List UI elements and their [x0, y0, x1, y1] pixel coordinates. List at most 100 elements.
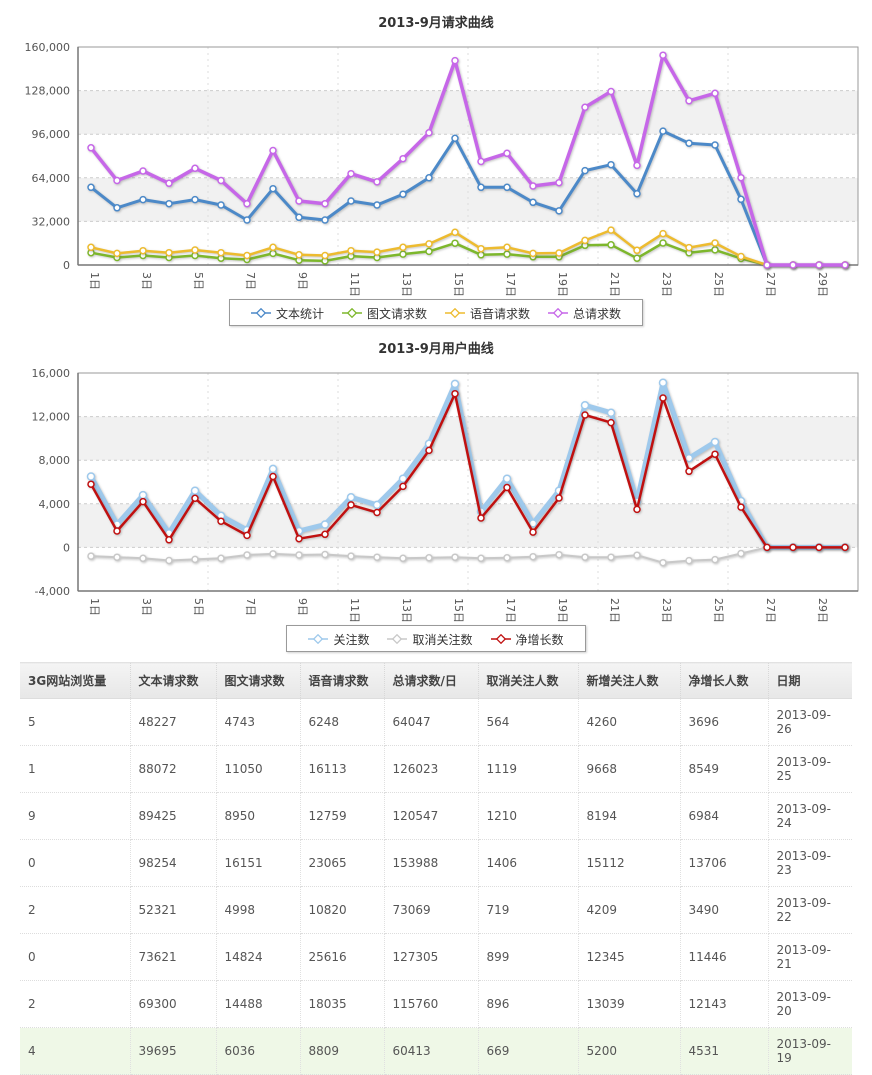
table-row: 0 98254 16151 23065 153988 1406 15112 13706 2013… — [20, 839, 852, 887]
x-axis-tick-label: 27日 — [764, 598, 777, 623]
table-cell: 4531 — [680, 1027, 769, 1075]
table-cell: 12345 — [578, 933, 681, 981]
table-cell: 23065 — [300, 839, 385, 887]
table-cell: 896 — [478, 980, 579, 1028]
table-cell: 6248 — [300, 698, 385, 746]
x-axis-tick-label: 23日 — [660, 272, 673, 297]
table-cell: 3696 — [680, 698, 769, 746]
x-axis-tick-label: 29日 — [816, 272, 829, 297]
legend-marker-icon — [445, 308, 465, 318]
legend-item-净增长数[interactable]: 净增长数 — [490, 631, 564, 648]
table-cell: 16151 — [216, 839, 301, 887]
legend-label: 文本统计 — [275, 306, 324, 321]
table-cell: 127305 — [384, 933, 479, 981]
table-row: 9 89425 8950 12759 120547 1210 8194 6984 2013-09… — [20, 792, 852, 840]
table-cell: 1 — [20, 745, 131, 793]
table-cell: 719 — [478, 886, 579, 934]
table-cell: 11050 — [216, 745, 301, 793]
table-cell: 8950 — [216, 792, 301, 840]
legend-item-语音请求数[interactable]: 语音请求数 — [445, 305, 530, 322]
table-cell: 64047 — [384, 698, 479, 746]
y-axis-tick-label: 4,000 — [39, 498, 71, 511]
x-axis-tick-label: 25日 — [712, 272, 725, 297]
y-axis-tick-label: 32,000 — [32, 215, 71, 228]
table-cell: 2013-09-19 — [768, 1027, 852, 1075]
table-cell: 6984 — [680, 792, 769, 840]
x-axis-tick-label: 15日 — [452, 272, 465, 297]
legend-item-图文请求数[interactable]: 图文请求数 — [341, 305, 427, 322]
table-cell: 120547 — [384, 792, 479, 840]
y-axis-tick-label: 12,000 — [32, 411, 71, 424]
column-header: 文本请求数 — [130, 662, 217, 699]
legend-item-取消关注数[interactable]: 取消关注数 — [387, 631, 473, 648]
table-cell: 564 — [478, 698, 579, 746]
y-axis-tick-label: 16,000 — [32, 367, 71, 380]
x-axis-tick-label: 17日 — [504, 598, 517, 623]
table-cell: 0 — [20, 933, 131, 981]
x-axis-tick-label: 21日 — [608, 598, 621, 623]
requests-chart-section: 2013-9月请求曲线 0 32,000 64,000 96,000 128,000 16… — [0, 12, 872, 326]
table-cell: 5 — [20, 698, 131, 746]
table-cell: 4998 — [216, 886, 301, 934]
x-axis-tick-label: 7日 — [244, 272, 257, 290]
x-axis-tick-label: 11日 — [348, 598, 361, 623]
series-净增长数 — [87, 389, 849, 552]
table-cell: 4743 — [216, 698, 301, 746]
table-cell: 12143 — [680, 980, 769, 1028]
table-cell: 15112 — [578, 839, 681, 887]
table-cell: 1119 — [478, 745, 579, 793]
users-chart: -4,000 0 4,000 8,000 12,000 16,000 1日 3日 5日 7日 9日 1… — [32, 367, 859, 623]
x-axis-tick-label: 9日 — [296, 272, 309, 290]
legend-label: 净增长数 — [515, 632, 564, 647]
x-axis-tick-label: 3日 — [140, 598, 153, 616]
legend-item-关注数[interactable]: 关注数 — [308, 631, 369, 648]
x-axis-tick-label: 5日 — [192, 272, 205, 290]
legend-marker-icon — [250, 308, 271, 318]
table-cell: 73069 — [384, 886, 479, 934]
table-cell: 8194 — [578, 792, 681, 840]
x-axis-tick-label: 19日 — [556, 598, 569, 623]
table-row: 5 48227 4743 6248 64047 564 4260 3696 2013-09-26 — [20, 698, 852, 746]
x-axis-tick-label: 11日 — [348, 272, 361, 297]
x-axis-tick-label: 17日 — [504, 272, 517, 297]
legend-marker-icon — [387, 634, 408, 644]
table-cell: 69300 — [130, 980, 217, 1028]
table-cell: 13039 — [578, 980, 681, 1028]
table-cell: 8809 — [300, 1027, 385, 1075]
legend-label: 总请求数 — [573, 306, 622, 321]
legend-label: 语音请求数 — [470, 306, 531, 321]
table-cell: 2013-09-21 — [768, 933, 852, 981]
table-cell: 2013-09-20 — [768, 980, 852, 1028]
table-row: 2 52321 4998 10820 73069 719 4209 3490 2013-09-2… — [20, 886, 852, 934]
y-axis-tick-label: 96,000 — [32, 128, 71, 141]
users-chart-legend: 关注数 取消关注数 净增长数 — [286, 625, 586, 652]
table-cell: 2013-09-25 — [768, 745, 852, 793]
x-axis-tick-label: 29日 — [816, 598, 829, 623]
stats-table: 3G网站浏览量 文本请求数 图文请求数 语音请求数 总请求数/日 取消关注人数 新增关注人数… — [20, 662, 852, 1075]
table-cell: 52321 — [130, 886, 217, 934]
table-cell: 88072 — [130, 745, 217, 793]
legend-item-总请求数[interactable]: 总请求数 — [548, 305, 621, 322]
y-axis-tick-label: 128,000 — [25, 85, 71, 98]
x-axis-tick-label: 15日 — [452, 598, 465, 623]
table-cell: 126023 — [384, 745, 479, 793]
table-cell: 2013-09-23 — [768, 839, 852, 887]
table-cell: 6036 — [216, 1027, 301, 1075]
legend-item-文本统计[interactable]: 文本统计 — [250, 305, 324, 322]
column-header: 3G网站浏览量 — [20, 662, 131, 699]
column-header: 总请求数/日 — [384, 662, 479, 699]
x-axis-tick-label: 9日 — [296, 598, 309, 616]
table-cell: 4260 — [578, 698, 681, 746]
x-axis-tick-label: 25日 — [712, 598, 725, 623]
table-cell: 73621 — [130, 933, 217, 981]
column-header: 净增长人数 — [680, 662, 769, 699]
x-axis-tick-label: 23日 — [660, 598, 673, 623]
series-语音请求数 — [87, 226, 849, 269]
column-header: 取消关注人数 — [478, 662, 579, 699]
table-cell: 669 — [478, 1027, 579, 1075]
table-cell: 89425 — [130, 792, 217, 840]
table-cell: 2013-09-26 — [768, 698, 852, 746]
table-cell: 4209 — [578, 886, 681, 934]
x-axis-tick-label: 1日 — [88, 272, 101, 290]
table-cell: 9668 — [578, 745, 681, 793]
